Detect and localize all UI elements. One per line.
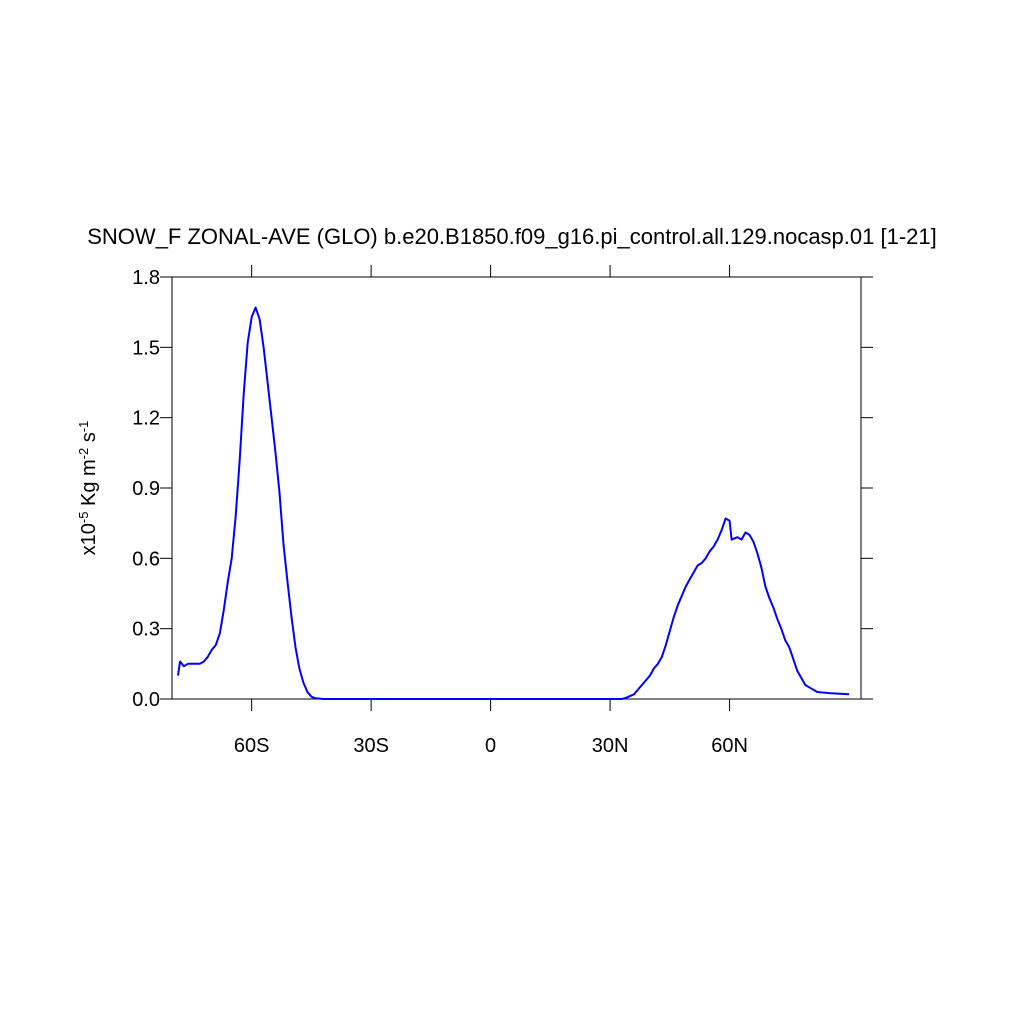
data-line <box>177 306 850 700</box>
y-axis-label-part: s <box>78 432 100 448</box>
y-tick-label: 0.9 <box>132 478 160 500</box>
y-tick-label: 0.3 <box>132 619 160 641</box>
x-tick-label: 60S <box>234 735 270 757</box>
y-tick-label: 1.5 <box>132 337 160 359</box>
y-axis-label-part: Kg m <box>78 459 100 511</box>
y-tick-label: 0.0 <box>132 689 160 711</box>
plot-frame <box>171 276 862 700</box>
y-tick-label: 0.6 <box>132 548 160 570</box>
x-tick-label: 0 <box>485 735 496 757</box>
y-axis-label-part: -2 <box>76 448 91 460</box>
chart-title: SNOW_F ZONAL-AVE (GLO) b.e20.B1850.f09_g… <box>87 224 937 249</box>
x-tick-label: 30S <box>353 735 389 757</box>
y-axis-label-part: x10 <box>78 523 100 555</box>
y-tick-label: 1.2 <box>132 408 160 430</box>
y-axis-label-part: -5 <box>76 512 91 524</box>
y-axis-label-part: -1 <box>76 421 91 433</box>
y-axis-label: x10-5 Kg m-2 s-1 <box>76 421 101 556</box>
x-tick-label: 60N <box>711 735 748 757</box>
x-tick-label: 30N <box>592 735 629 757</box>
y-tick-label: 1.8 <box>132 267 160 289</box>
